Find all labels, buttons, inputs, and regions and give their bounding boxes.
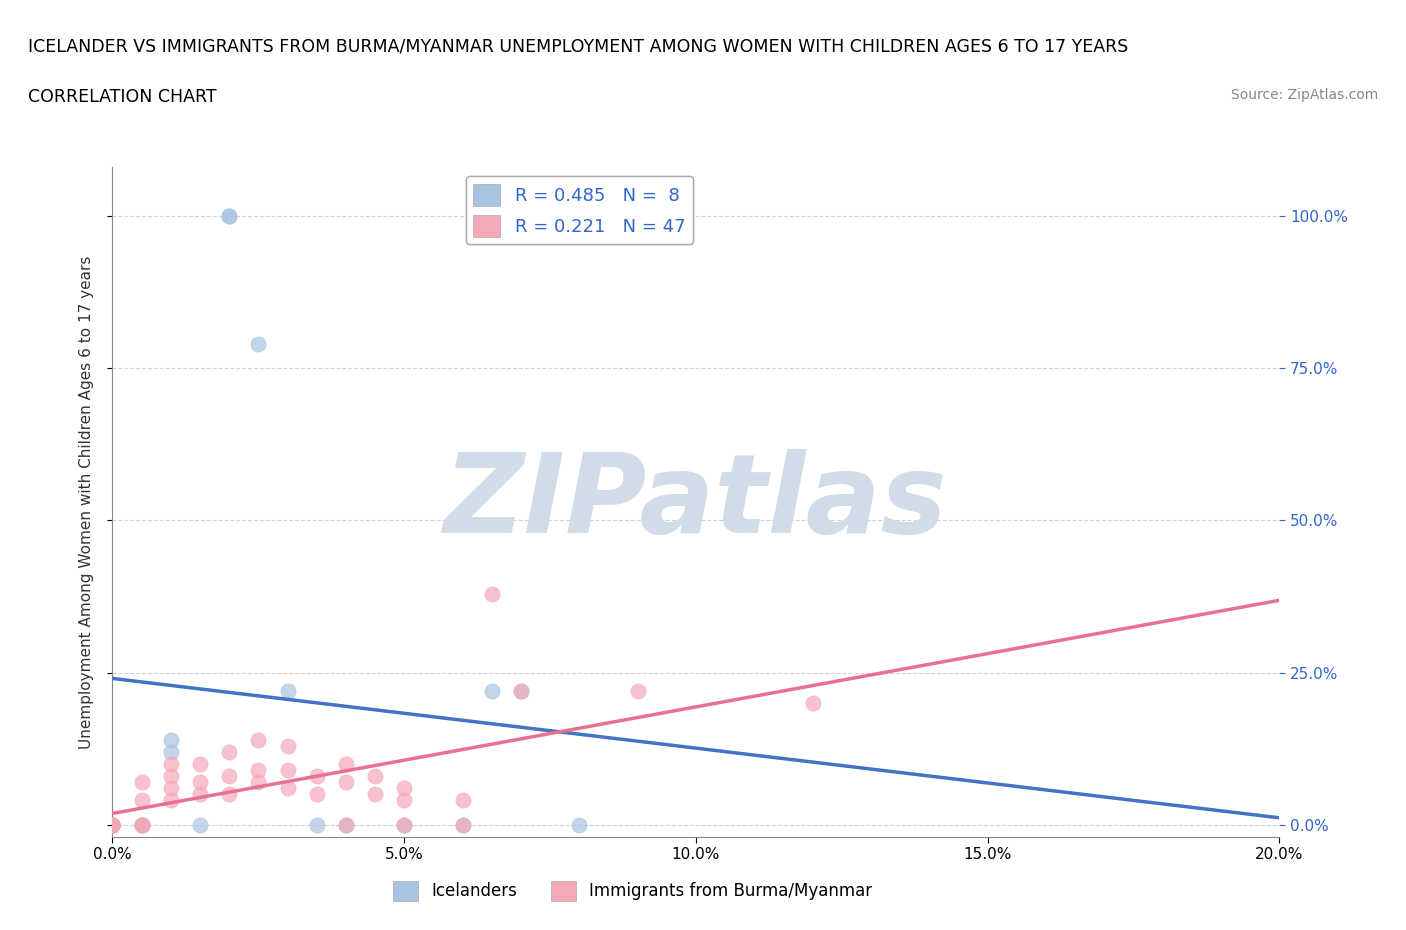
Point — [218, 208, 240, 223]
Point — [131, 793, 153, 808]
Point — [335, 817, 357, 832]
Point — [276, 684, 298, 698]
Point — [160, 756, 183, 771]
Point — [101, 817, 124, 832]
Point — [131, 817, 153, 832]
Point — [335, 756, 357, 771]
Point — [451, 817, 474, 832]
Point — [276, 781, 298, 796]
Point — [392, 817, 416, 832]
Point — [101, 817, 124, 832]
Point — [131, 817, 153, 832]
Point — [218, 208, 240, 223]
Point — [335, 817, 357, 832]
Point — [131, 817, 153, 832]
Point — [247, 763, 270, 777]
Point — [131, 817, 153, 832]
Point — [247, 337, 270, 352]
Point — [101, 817, 124, 832]
Point — [247, 775, 270, 790]
Point — [131, 775, 153, 790]
Point — [481, 586, 503, 601]
Point — [160, 781, 183, 796]
Point — [131, 817, 153, 832]
Point — [276, 738, 298, 753]
Point — [801, 696, 824, 711]
Point — [101, 817, 124, 832]
Point — [335, 775, 357, 790]
Text: CORRELATION CHART: CORRELATION CHART — [28, 88, 217, 106]
Point — [509, 684, 531, 698]
Point — [218, 769, 240, 784]
Y-axis label: Unemployment Among Women with Children Ages 6 to 17 years: Unemployment Among Women with Children A… — [79, 256, 94, 749]
Point — [101, 817, 124, 832]
Point — [392, 793, 416, 808]
Legend: R = 0.485   N =  8, R = 0.221   N = 47: R = 0.485 N = 8, R = 0.221 N = 47 — [465, 177, 693, 244]
Point — [160, 732, 183, 747]
Point — [364, 787, 387, 802]
Legend: Icelanders, Immigrants from Burma/Myanmar: Icelanders, Immigrants from Burma/Myanma… — [387, 874, 879, 908]
Point — [101, 817, 124, 832]
Point — [276, 763, 298, 777]
Point — [305, 787, 328, 802]
Point — [101, 817, 124, 832]
Point — [451, 793, 474, 808]
Point — [188, 756, 211, 771]
Point — [392, 781, 416, 796]
Point — [392, 817, 416, 832]
Point — [101, 817, 124, 832]
Point — [218, 787, 240, 802]
Point — [160, 793, 183, 808]
Point — [101, 817, 124, 832]
Point — [364, 769, 387, 784]
Point — [305, 817, 328, 832]
Point — [101, 817, 124, 832]
Text: ZIPatlas: ZIPatlas — [444, 448, 948, 556]
Point — [188, 787, 211, 802]
Point — [101, 817, 124, 832]
Point — [188, 817, 211, 832]
Point — [160, 769, 183, 784]
Point — [509, 684, 531, 698]
Text: Source: ZipAtlas.com: Source: ZipAtlas.com — [1230, 88, 1378, 102]
Point — [218, 744, 240, 759]
Point — [451, 817, 474, 832]
Point — [568, 817, 591, 832]
Point — [247, 732, 270, 747]
Point — [160, 744, 183, 759]
Point — [626, 684, 648, 698]
Point — [481, 684, 503, 698]
Point — [101, 817, 124, 832]
Text: ICELANDER VS IMMIGRANTS FROM BURMA/MYANMAR UNEMPLOYMENT AMONG WOMEN WITH CHILDRE: ICELANDER VS IMMIGRANTS FROM BURMA/MYANM… — [28, 37, 1129, 55]
Point — [305, 769, 328, 784]
Point — [188, 775, 211, 790]
